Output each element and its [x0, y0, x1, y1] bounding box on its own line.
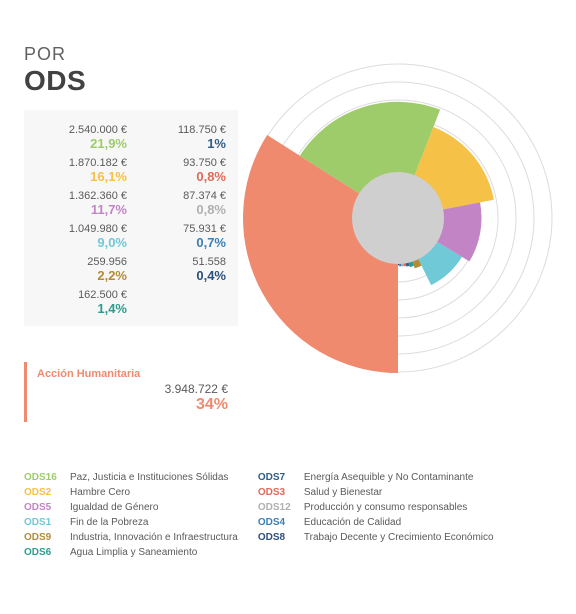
- legend-code: ODS7: [258, 472, 296, 483]
- entry-amount: 118.750 €: [135, 124, 226, 136]
- title-line2: ODS: [24, 65, 86, 97]
- legend-row: ODS2 Hambre Cero: [24, 487, 238, 499]
- entry-amount: 75.931 €: [135, 223, 226, 235]
- entry-amount: 259.956: [36, 256, 127, 268]
- humanitarian-amount: 3.948.722 €: [37, 382, 228, 396]
- title-line1: POR: [24, 44, 86, 65]
- data-col-right: 118.750 €1%93.750 €0,8%87.374 €0,8%75.93…: [135, 124, 226, 316]
- data-entry: 51.5580,4%: [135, 256, 226, 283]
- legend-row: ODS12 Producción y consumo responsables: [258, 502, 494, 514]
- legend-text: Agua Limplia y Saneamiento: [70, 547, 238, 559]
- legend-code: ODS12: [258, 502, 296, 513]
- legend-code: ODS6: [24, 547, 62, 558]
- legend-text: Salud y Bienestar: [304, 487, 494, 499]
- chart-hub: [352, 172, 444, 264]
- legend-code: ODS8: [258, 532, 296, 543]
- entry-pct: 0,7%: [135, 235, 226, 250]
- data-panel: 2.540.000 €21,9% 1.870.182 €16,1% 1.362.36…: [24, 110, 238, 326]
- legend-row: ODS9 Industria, Innovación e Infraestruct…: [24, 532, 238, 544]
- legend-text: Fin de la Pobreza: [70, 517, 238, 529]
- legend-code: ODS1: [24, 517, 62, 528]
- legend-code: ODS16: [24, 472, 62, 483]
- entry-pct: 0,8%: [135, 202, 226, 217]
- data-entry: 1.362.360 €11,7%: [36, 190, 127, 217]
- legend-text: Hambre Cero: [70, 487, 238, 499]
- data-entry: 162.500 €1,4%: [36, 289, 127, 316]
- data-entry: 1.870.182 €16,1%: [36, 157, 127, 184]
- data-entry: 259.9562,2%: [36, 256, 127, 283]
- legend-row: ODS16 Paz, Justicia e Instituciones Sólid…: [24, 472, 238, 484]
- data-entry: 1.049.980 €9,0%: [36, 223, 127, 250]
- legend-code: ODS9: [24, 532, 62, 543]
- legend-row: ODS5 Igualdad de Género: [24, 502, 238, 514]
- entry-pct: 1,4%: [36, 301, 127, 316]
- radial-chart: [238, 58, 558, 378]
- entry-pct: 9,0%: [36, 235, 127, 250]
- legend-row: ODS7 Energía Asequible y No Contaminante: [258, 472, 494, 484]
- legend-code: ODS3: [258, 487, 296, 498]
- legend-code: ODS4: [258, 517, 296, 528]
- legend-text: Igualdad de Género: [70, 502, 238, 514]
- entry-amount: 87.374 €: [135, 190, 226, 202]
- entry-amount: 2.540.000 €: [36, 124, 127, 136]
- data-entry: 75.931 €0,7%: [135, 223, 226, 250]
- legend: ODS16 Paz, Justicia e Instituciones Sólid…: [24, 472, 558, 559]
- legend-text: Industria, Innovación e Infraestructura: [70, 532, 238, 544]
- entry-pct: 2,2%: [36, 268, 127, 283]
- data-entry: 118.750 €1%: [135, 124, 226, 151]
- entry-amount: 1.362.360 €: [36, 190, 127, 202]
- entry-pct: 16,1%: [36, 169, 127, 184]
- entry-pct: 0,4%: [135, 268, 226, 283]
- entry-pct: 0,8%: [135, 169, 226, 184]
- legend-code: ODS2: [24, 487, 62, 498]
- title-block: POR ODS: [24, 44, 86, 97]
- entry-amount: 1.049.980 €: [36, 223, 127, 235]
- legend-row: ODS4 Educación de Calidad: [258, 517, 494, 529]
- legend-text: Producción y consumo responsables: [304, 502, 494, 514]
- entry-pct: 11,7%: [36, 202, 127, 217]
- entry-amount: 162.500 €: [36, 289, 127, 301]
- legend-row: ODS3 Salud y Bienestar: [258, 487, 494, 499]
- legend-code: ODS5: [24, 502, 62, 513]
- data-col-left: 2.540.000 €21,9% 1.870.182 €16,1% 1.362.36…: [36, 124, 127, 316]
- data-entry: 2.540.000 €21,9%: [36, 124, 127, 151]
- legend-text: Paz, Justicia e Instituciones Sólidas: [70, 472, 238, 484]
- entry-amount: 51.558: [135, 256, 226, 268]
- entry-amount: 93.750 €: [135, 157, 226, 169]
- humanitarian-pct: 34%: [37, 396, 228, 414]
- entry-amount: 1.870.182 €: [36, 157, 127, 169]
- legend-col-left: ODS16 Paz, Justicia e Instituciones Sólid…: [24, 472, 238, 559]
- data-entry: 87.374 €0,8%: [135, 190, 226, 217]
- legend-text: Energía Asequible y No Contaminante: [304, 472, 494, 484]
- legend-row: ODS1 Fin de la Pobreza: [24, 517, 238, 529]
- legend-text: Educación de Calidad: [304, 517, 494, 529]
- legend-row: ODS6 Agua Limplia y Saneamiento: [24, 547, 238, 559]
- entry-pct: 21,9%: [36, 136, 127, 151]
- data-entry: 93.750 €0,8%: [135, 157, 226, 184]
- humanitarian-panel: Acción Humanitaria 3.948.722 € 34%: [24, 362, 238, 422]
- legend-row: ODS8 Trabajo Decente y Crecimiento Económ…: [258, 532, 494, 544]
- legend-text: Trabajo Decente y Crecimiento Económico: [304, 532, 494, 544]
- legend-col-right: ODS7Energía Asequible y No ContaminanteO…: [258, 472, 494, 559]
- humanitarian-label: Acción Humanitaria: [37, 368, 228, 380]
- entry-pct: 1%: [135, 136, 226, 151]
